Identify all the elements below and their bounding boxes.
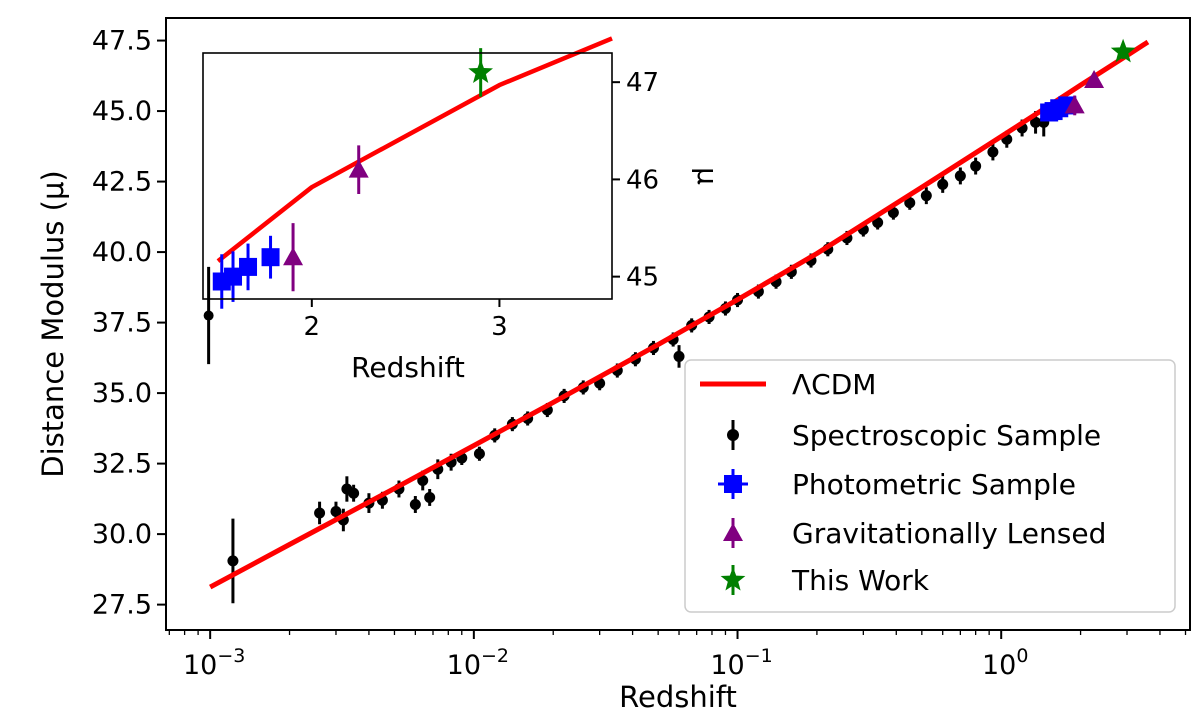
spectroscopic-point (417, 475, 429, 487)
inset-lensed-point (283, 247, 304, 266)
inset-lensed-point (348, 159, 369, 178)
legend-label: Gravitationally Lensed (792, 517, 1106, 550)
legend-lensed-marker (723, 523, 743, 541)
spectroscopic-point (348, 487, 360, 499)
y-tick-label: 30.0 (92, 519, 152, 550)
main-y-axis: 27.5 30.0 32.5 35.0 37.5 40.0 42.5 45.0 47.5 (92, 26, 166, 621)
inset-photometric-point (239, 257, 258, 276)
legend-box (684, 359, 1176, 613)
spectroscopic-point (937, 178, 949, 190)
y-tick-label: 42.5 (92, 167, 152, 198)
legend-label: Spectroscopic Sample (792, 419, 1101, 452)
legend-label: This Work (791, 564, 930, 597)
legend-photometric-marker (724, 475, 742, 493)
inset-lcdm-curve (216, 36, 613, 263)
spectroscopic-point (904, 197, 916, 209)
main-x-axis: 10−3 10−2 10−1 100 (168, 630, 1187, 681)
x-tick-label: 10−2 (447, 645, 509, 681)
main-plot-frame (165, 17, 1191, 631)
spectroscopic-point (227, 555, 239, 567)
main-x-axis-label: Redshift (619, 680, 737, 714)
y-tick-label: 37.5 (92, 308, 152, 339)
inset-photometric-point (261, 248, 280, 267)
inset-this-work-point (468, 59, 493, 83)
inset-y-tick-label: 46 (626, 165, 659, 195)
lensed-point (1084, 70, 1105, 89)
legend-this-work-marker (720, 567, 746, 591)
lcdm-curve (209, 39, 1150, 590)
y-tick-label: 47.5 (92, 26, 152, 57)
inset-x-axis-label: Redshift (351, 351, 465, 384)
inset-y-tick-label: 47 (626, 68, 659, 98)
inset-frame (202, 52, 613, 300)
y-tick-label: 45.0 (92, 96, 152, 127)
spectroscopic-point (424, 491, 436, 503)
spectroscopic-point (330, 506, 342, 518)
inset-photometric-point (224, 267, 243, 286)
inset-plot-area (203, 36, 613, 365)
y-tick-label: 27.5 (92, 590, 152, 621)
spectroscopic-point (920, 190, 932, 202)
inset-x-tick-label: 3 (491, 312, 508, 342)
spectroscopic-point (673, 350, 685, 362)
legend-label: Photometric Sample (792, 468, 1076, 501)
inset-spectroscopic-point (203, 310, 214, 321)
inset-y-axis-label: μ (691, 167, 724, 185)
spectroscopic-point (409, 498, 421, 510)
inset-x-tick-label: 2 (304, 312, 321, 342)
legend-label: ΛCDM (792, 368, 876, 401)
legend-spectroscopic-marker (727, 429, 739, 441)
y-tick-label: 40.0 (92, 237, 152, 268)
lensed-point (1064, 95, 1085, 114)
spectroscopic-point (473, 448, 485, 460)
y-tick-label: 35.0 (92, 378, 152, 409)
spectroscopic-point (314, 507, 326, 519)
main-y-axis-label: Distance Modulus (μ) (36, 170, 70, 477)
x-tick-label: 10−3 (183, 645, 245, 681)
spectroscopic-point (987, 146, 999, 158)
x-tick-label: 100 (982, 645, 1028, 681)
main-plot-area (209, 38, 1150, 604)
spectroscopic-point (970, 160, 982, 172)
spectroscopic-point (1030, 116, 1042, 128)
inset-y-tick-label: 45 (626, 263, 659, 293)
x-tick-label: 10−1 (710, 645, 772, 681)
y-tick-label: 32.5 (92, 449, 152, 480)
legend: ΛCDM Spectroscopic Sample Photometric Samp… (700, 368, 1106, 597)
this-work-point (1110, 38, 1136, 63)
inset-y-axis: 45 46 47 (612, 68, 659, 293)
spectroscopic-point (954, 170, 966, 182)
